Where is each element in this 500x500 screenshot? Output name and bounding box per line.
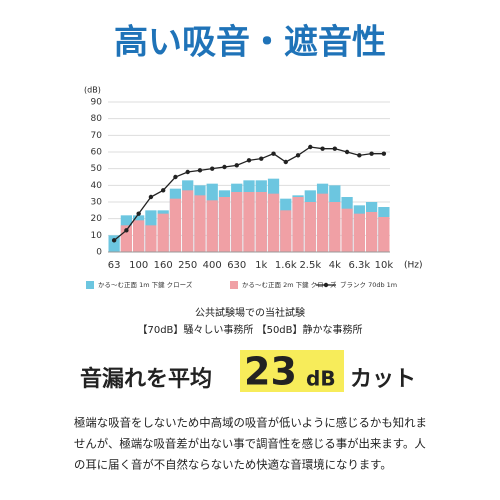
- x-tick-label: 63: [108, 260, 121, 271]
- body-line: せんが、極端な吸音差が出ない事で調音性を感じる事が出来ます。人: [74, 437, 426, 451]
- x-tick-label: 6.3k: [348, 260, 370, 271]
- bar: [120, 225, 133, 252]
- bar: [231, 192, 243, 252]
- bar: [267, 193, 280, 252]
- bar: [157, 213, 169, 252]
- x-tick-label: 160: [154, 260, 173, 271]
- x-tick-label: 4k: [329, 260, 341, 271]
- highlight: [240, 350, 344, 392]
- point: [136, 211, 141, 216]
- bar: [108, 235, 120, 252]
- legend-label: ブランク 70db 1m: [340, 280, 397, 289]
- x-tick-label: 250: [178, 260, 197, 271]
- point: [111, 238, 117, 243]
- legend-swatch: [86, 281, 94, 289]
- title: 高い吸音・遮音性: [114, 23, 386, 63]
- y-tick-label: 90: [91, 98, 103, 108]
- point: [210, 166, 215, 171]
- point: [222, 164, 227, 170]
- legend-swatch: [230, 281, 238, 289]
- point: [173, 174, 178, 180]
- x-axis-label: (Hz): [404, 261, 423, 271]
- y-tick-label: 20: [91, 214, 103, 224]
- point: [283, 159, 288, 165]
- point: [308, 144, 313, 150]
- bar: [304, 202, 316, 252]
- point: [357, 153, 362, 158]
- x-tick-label: 630: [227, 260, 246, 271]
- point: [344, 149, 350, 155]
- y-tick-label: 80: [91, 114, 103, 124]
- point: [295, 153, 301, 158]
- bar: [133, 220, 145, 252]
- bar: [280, 210, 292, 252]
- point: [259, 156, 264, 161]
- x-tick-label: 400: [203, 260, 222, 271]
- y-tick-label: 40: [91, 181, 103, 191]
- y-tick-label: 30: [91, 198, 103, 208]
- note: 【70dB】騒々しい事務所 【50dB】静かな事務所: [137, 323, 362, 336]
- x-tick-label: 1.6k: [275, 260, 297, 271]
- bar: [145, 225, 157, 252]
- x-tick-label: 10k: [375, 260, 394, 271]
- point: [160, 188, 166, 193]
- body-line: 極端な吸音をしないため中高域の吸音が低いように感じるかも知れま: [74, 416, 427, 430]
- bar: [218, 197, 231, 252]
- note: 公共試験場での当社試験: [195, 306, 305, 319]
- y-tick-label: 0: [96, 248, 102, 258]
- bar: [243, 192, 255, 252]
- bar: [353, 213, 365, 252]
- body-line: の耳に届く音が不自然ならないため快適な音環境になります。: [74, 458, 392, 472]
- x-tick-label: 1k: [255, 260, 267, 271]
- bar: [169, 198, 182, 252]
- legend-label: かる〜む正面 1m 下鍵 クローズ: [98, 280, 193, 289]
- point: [332, 146, 338, 151]
- bar: [365, 212, 378, 252]
- point: [271, 151, 276, 156]
- point: [320, 146, 325, 151]
- bar: [341, 208, 353, 252]
- bar: [292, 197, 304, 252]
- bar: [316, 193, 329, 252]
- bar: [206, 200, 218, 252]
- point: [234, 163, 239, 168]
- headline-unit: dB: [306, 367, 336, 391]
- y-tick-label: 70: [91, 131, 103, 141]
- legend-label: かる〜む正面 2m 下鍵 クローズ: [242, 280, 337, 289]
- point: [148, 194, 154, 200]
- x-tick-label: 100: [129, 260, 148, 271]
- headline-text: 音漏れを平均: [80, 366, 212, 392]
- legend-swatch: [323, 282, 329, 288]
- point: [124, 228, 129, 233]
- y-tick-label: 50: [91, 164, 103, 174]
- bar: [255, 192, 267, 252]
- y-tick-label: 10: [91, 231, 103, 241]
- point: [246, 158, 252, 163]
- point: [369, 151, 374, 156]
- point: [381, 151, 387, 156]
- point: [185, 169, 190, 175]
- headline-text: カット: [350, 367, 416, 392]
- bar: [182, 190, 194, 252]
- y-axis-label: (dB): [84, 86, 101, 95]
- bar: [378, 217, 390, 252]
- bar: [329, 202, 341, 252]
- y-tick-label: 60: [91, 148, 103, 158]
- headline-number: 23: [244, 350, 297, 394]
- point: [197, 168, 203, 173]
- bar: [194, 195, 206, 252]
- x-tick-label: 2.5k: [299, 260, 321, 271]
